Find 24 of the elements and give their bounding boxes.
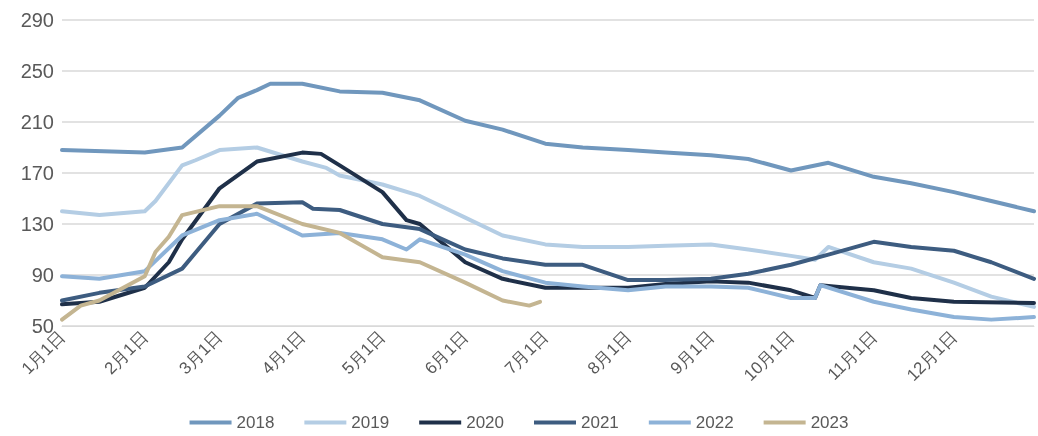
y-tick-label: 210	[20, 111, 54, 133]
legend-label: 2021	[581, 413, 619, 432]
y-tick-label: 130	[20, 213, 54, 235]
x-tick-label: 5月1日	[338, 327, 390, 379]
legend-label: 2018	[236, 413, 275, 432]
x-tick-label: 10月1日	[740, 327, 798, 385]
y-tick-label: 170	[20, 162, 54, 184]
x-tick-label: 7月1日	[501, 327, 553, 379]
x-tick-label: 2月1日	[100, 327, 152, 379]
y-tick-label: 290	[20, 9, 54, 31]
x-tick-label: 12月1日	[903, 327, 961, 385]
y-tick-label: 90	[31, 264, 54, 286]
legend-label: 2023	[810, 413, 849, 432]
y-tick-label: 250	[20, 60, 54, 82]
x-tick-label: 9月1日	[666, 327, 718, 379]
x-tick-label: 11月1日	[823, 327, 881, 384]
x-tick-label: 6月1日	[421, 327, 472, 379]
x-tick-label: 4月1日	[258, 327, 310, 379]
legend-label: 2020	[466, 413, 505, 432]
legend-label: 2022	[695, 413, 734, 432]
x-tick-label: 3月1日	[175, 327, 227, 379]
line-series	[60, 204, 542, 322]
x-tick-label: 8月1日	[583, 327, 635, 379]
legend-label: 2019	[351, 413, 390, 432]
